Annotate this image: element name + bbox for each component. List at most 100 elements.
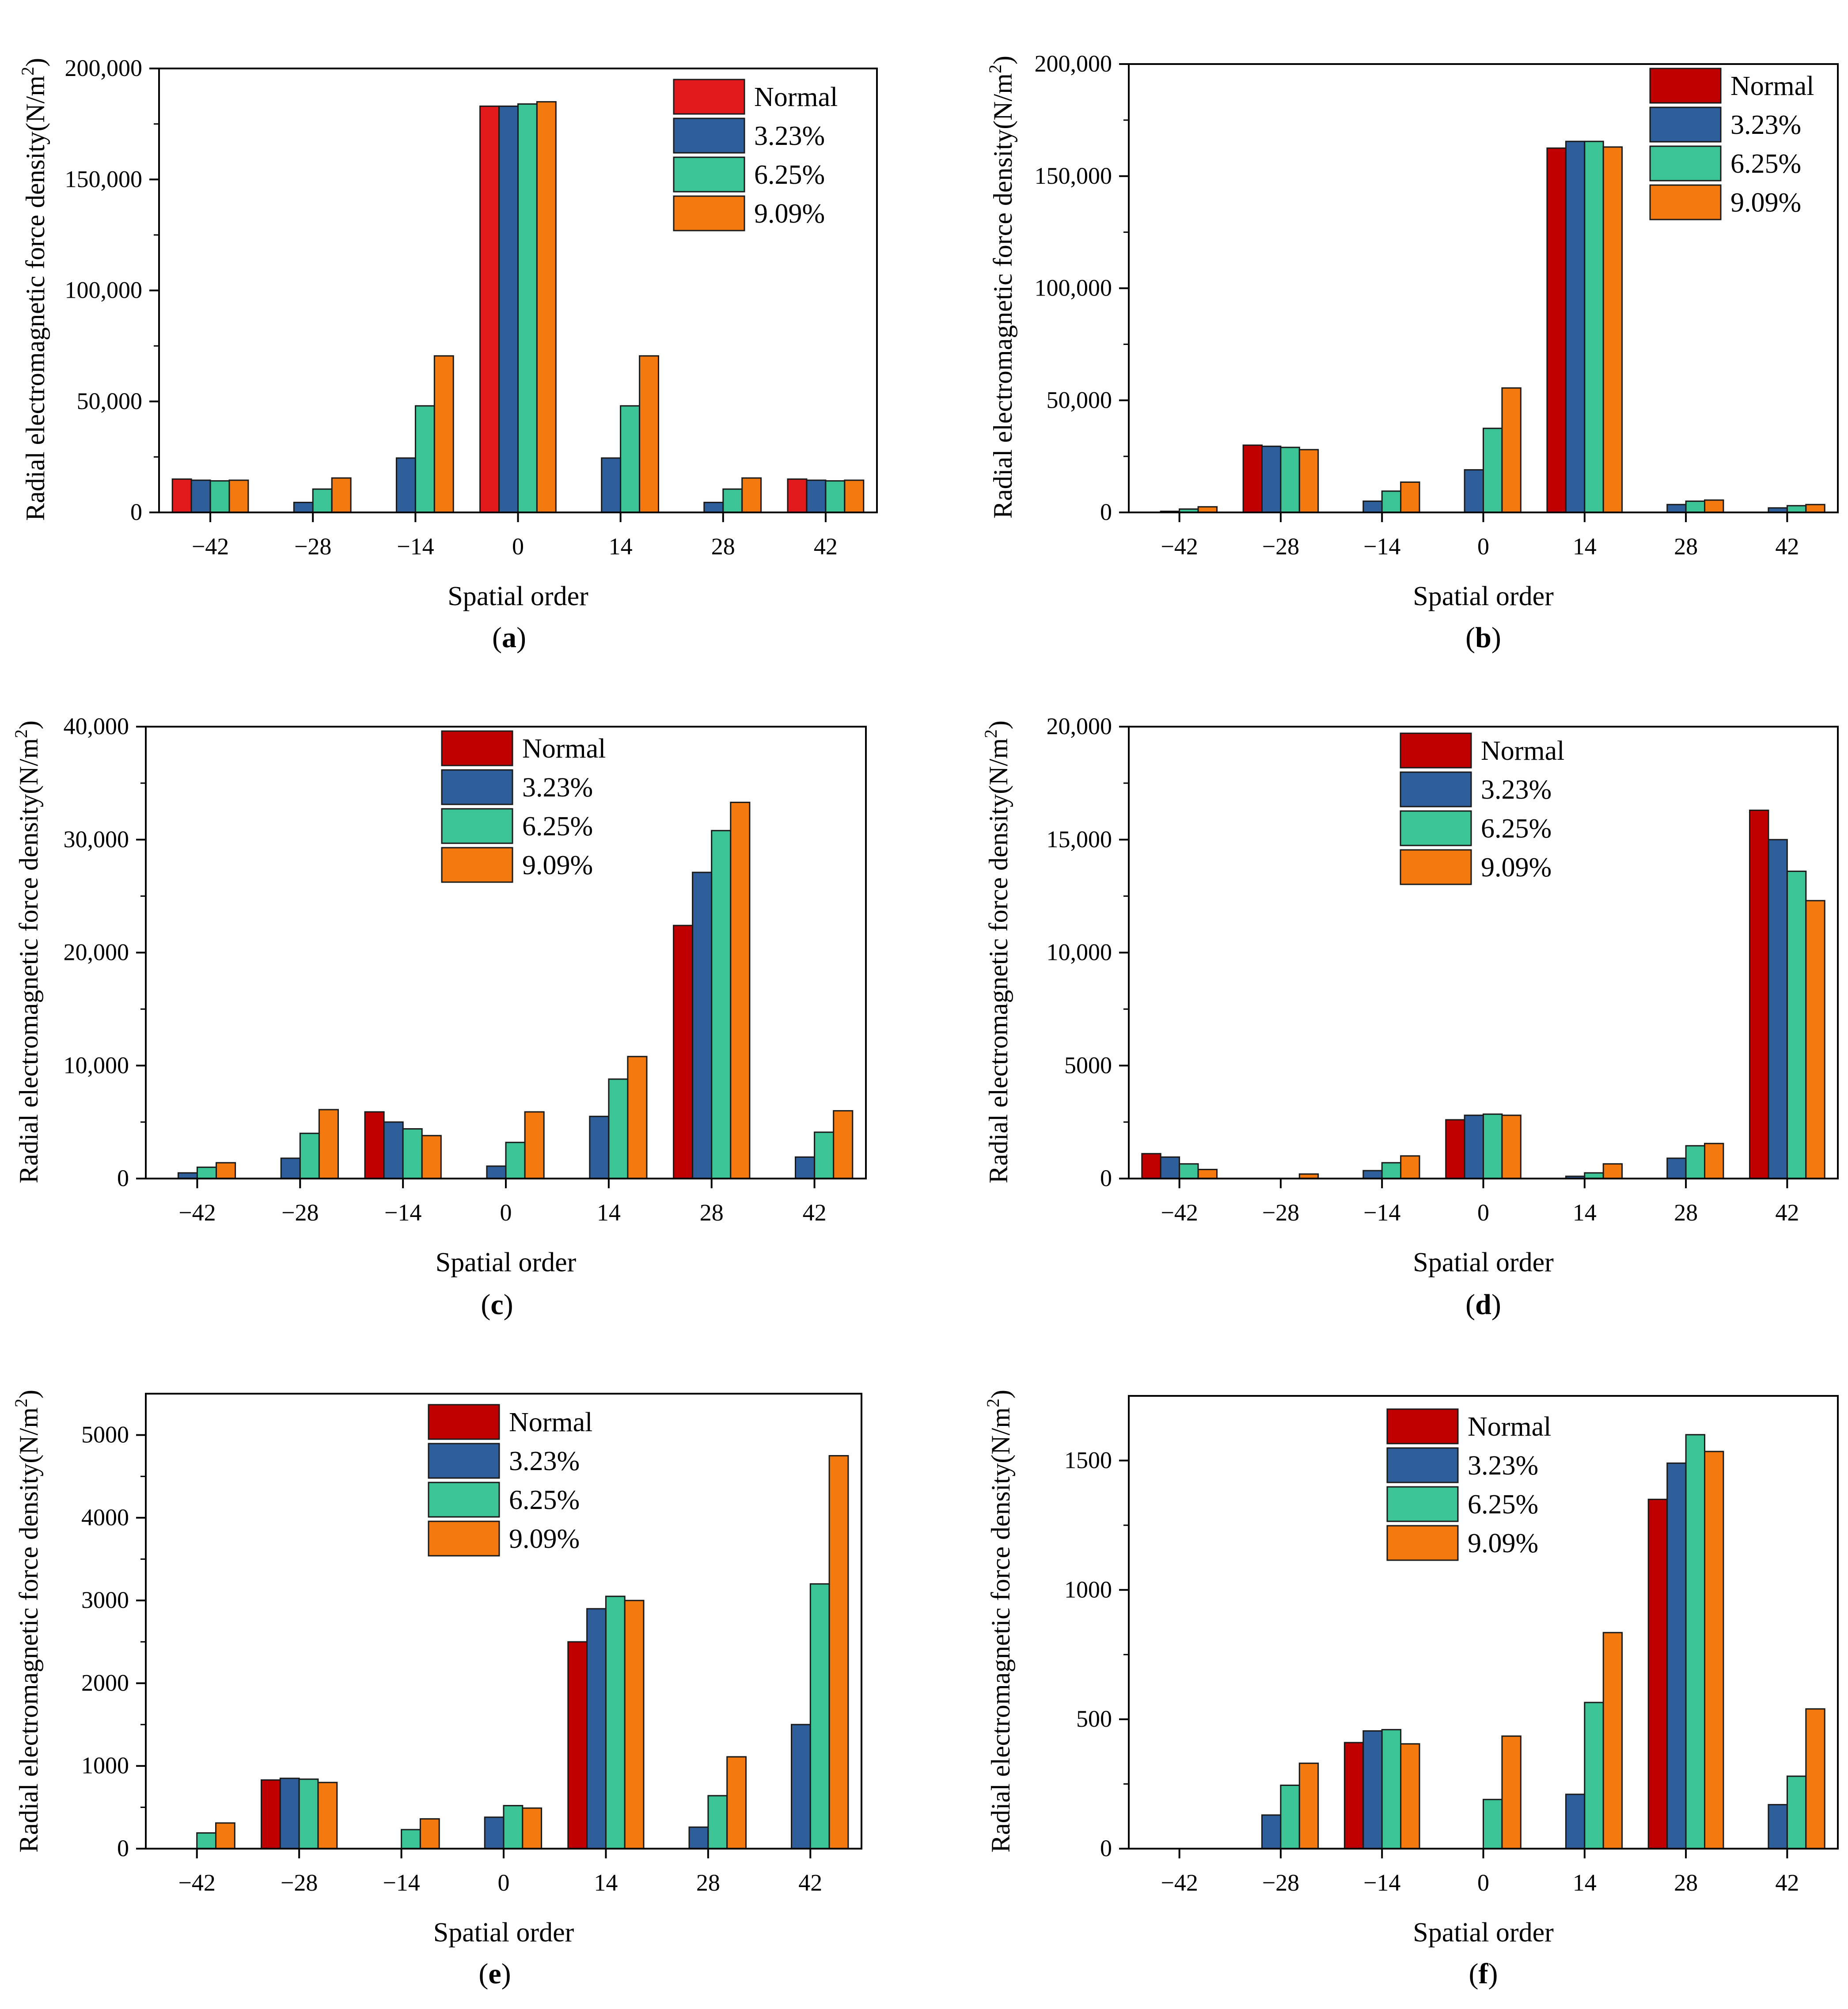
x-axis-label-c: Spatial order — [436, 1247, 577, 1277]
x-tick-label-e-5: 28 — [696, 1869, 720, 1896]
bar-b-9_09pct-3 — [1501, 387, 1522, 513]
x-tick-label-d-0: −42 — [1161, 1199, 1198, 1226]
bar-a-3_23pct-5 — [703, 501, 724, 513]
bar-c-3_23pct-2 — [383, 1121, 404, 1179]
legend-swatch-f-3 — [1386, 1525, 1459, 1561]
y-tick-label-f-1: 500 — [1076, 1706, 1112, 1732]
legend-label-d-1: 3.23% — [1481, 775, 1552, 805]
bar-d-9_09pct-4 — [1602, 1163, 1623, 1179]
y-axis-label-sup-a: 2 — [18, 67, 38, 76]
legend-swatch-a-2 — [673, 156, 745, 193]
bar-d-6_25pct-3 — [1483, 1113, 1503, 1179]
legend-swatch-c-2 — [441, 808, 513, 844]
bar-c-6_25pct-6 — [814, 1131, 835, 1179]
bar-f-6_25pct-6 — [1786, 1775, 1807, 1850]
legend-swatch-b-1 — [1649, 106, 1722, 143]
bar-a-9_09pct-1 — [331, 477, 352, 513]
y-tick-label-f-3: 1500 — [1064, 1447, 1112, 1473]
bar-a-3_23pct-4 — [601, 457, 622, 513]
y-axis-label-main-a: Radial electromagnetic force density(N/m — [21, 76, 50, 521]
chart-panel-f: 0 500 1000 1500 −42 −28 −14 0 14 28 42 Spatial orde… — [983, 1390, 1839, 1990]
bar-b-6_25pct-2 — [1381, 490, 1402, 513]
bar-e-9_09pct-2 — [419, 1818, 440, 1850]
legend-label-c-1: 3.23% — [522, 773, 593, 803]
bar-c-normal-2 — [364, 1111, 385, 1179]
legend-swatch-b-0 — [1649, 68, 1722, 104]
x-tick-label-b-1: −28 — [1262, 533, 1299, 560]
panel-label-close-e: ) — [501, 1958, 511, 1990]
legend-label-c-2: 6.25% — [522, 811, 593, 842]
x-tick-label-a-1: −28 — [294, 533, 331, 560]
bar-e-3_23pct-3 — [484, 1816, 505, 1850]
bar-c-9_09pct-2 — [421, 1135, 442, 1179]
bar-c-6_25pct-1 — [299, 1133, 320, 1179]
legend-swatch-d-2 — [1400, 810, 1472, 846]
x-tick-label-c-1: −28 — [281, 1199, 319, 1226]
y-tick-label-c-4: 40,000 — [64, 713, 129, 739]
y-tick-label-e-4: 4000 — [81, 1504, 129, 1531]
y-axis-label-sup-d: 2 — [981, 729, 1001, 738]
x-tick-label-c-4: 14 — [597, 1199, 621, 1226]
y-axis-label-main-b: Radial electromagnetic force density(N/m — [988, 73, 1017, 519]
y-tick-label-e-1: 1000 — [81, 1752, 129, 1779]
x-tick-label-b-0: −42 — [1161, 533, 1198, 560]
bar-c-6_25pct-4 — [608, 1078, 629, 1179]
x-tick-label-e-4: 14 — [594, 1869, 618, 1896]
panel-label-e: (e) — [478, 1958, 511, 1990]
legend-swatch-e-1 — [428, 1443, 500, 1479]
y-tick-label-e-0: 0 — [117, 1835, 129, 1861]
panel-label-b: (b) — [1465, 622, 1501, 654]
bar-a-6_25pct-4 — [620, 405, 640, 513]
bar-a-3_23pct-2 — [395, 457, 416, 513]
x-tick-label-d-4: 14 — [1573, 1199, 1597, 1226]
bar-c-9_09pct-1 — [318, 1109, 339, 1179]
y-tick-label-b-3: 150,000 — [1035, 163, 1112, 189]
legend-c: Normal 3.23% 6.25% 9.09% — [441, 730, 606, 883]
x-tick-label-a-0: −42 — [192, 533, 229, 560]
bar-c-6_25pct-2 — [402, 1128, 423, 1179]
legend-swatch-d-0 — [1400, 732, 1472, 769]
bar-f-3_23pct-5 — [1666, 1462, 1687, 1850]
x-axis-label-f: Spatial order — [1413, 1918, 1554, 1948]
legend-swatch-a-3 — [673, 195, 745, 231]
bar-a-6_25pct-3 — [517, 103, 538, 513]
bar-c-6_25pct-5 — [711, 830, 732, 1179]
legend-label-b-3: 9.09% — [1730, 188, 1801, 218]
bar-b-6_25pct-6 — [1786, 505, 1807, 513]
y-tick-label-e-3: 3000 — [81, 1587, 129, 1613]
legend-swatch-c-3 — [441, 847, 513, 883]
bar-e-9_09pct-1 — [317, 1782, 338, 1850]
bar-a-6_25pct-1 — [312, 488, 333, 513]
panel-label-open-e: ( — [478, 1958, 488, 1990]
panel-label-letter-a: a — [502, 622, 516, 654]
y-tick-label-c-1: 10,000 — [64, 1052, 129, 1078]
bar-b-3_23pct-1 — [1261, 445, 1282, 513]
panel-label-letter-d: d — [1475, 1289, 1491, 1321]
legend-label-d-3: 9.09% — [1481, 853, 1552, 883]
legend-swatch-c-0 — [441, 730, 513, 766]
x-axis-label-b: Spatial order — [1413, 581, 1554, 611]
y-tick-label-b-2: 100,000 — [1035, 275, 1112, 301]
bar-a-9_09pct-5 — [741, 477, 762, 513]
panel-label-f: (f) — [1469, 1958, 1498, 1990]
panel-label-open-d: ( — [1465, 1289, 1475, 1321]
x-tick-label-e-6: 42 — [798, 1869, 822, 1896]
bar-e-normal-1 — [261, 1779, 281, 1850]
bar-e-6_25pct-0 — [196, 1832, 217, 1850]
bar-a-normal-3 — [479, 105, 500, 513]
x-tick-label-f-1: −28 — [1262, 1869, 1299, 1896]
y-axis-label-sup-c: 2 — [11, 729, 31, 738]
bar-d-normal-6 — [1749, 809, 1769, 1179]
y-axis-label-d: Radial electromagnetic force density(N/m… — [981, 720, 1013, 1183]
x-tick-label-c-0: −42 — [178, 1199, 216, 1226]
bar-c-9_09pct-3 — [524, 1111, 545, 1179]
y-axis-label-main-c: Radial electromagnetic force density(N/m — [14, 738, 43, 1183]
y-tick-label-a-0: 0 — [130, 499, 142, 525]
x-tick-label-f-3: 0 — [1477, 1869, 1489, 1896]
bar-e-6_25pct-5 — [707, 1795, 728, 1850]
bar-f-3_23pct-2 — [1362, 1730, 1383, 1850]
bar-e-9_09pct-4 — [624, 1600, 645, 1850]
bar-f-3_23pct-6 — [1768, 1804, 1788, 1850]
y-axis-label-tail-b: ) — [988, 56, 1017, 64]
bar-c-3_23pct-5 — [692, 872, 713, 1179]
